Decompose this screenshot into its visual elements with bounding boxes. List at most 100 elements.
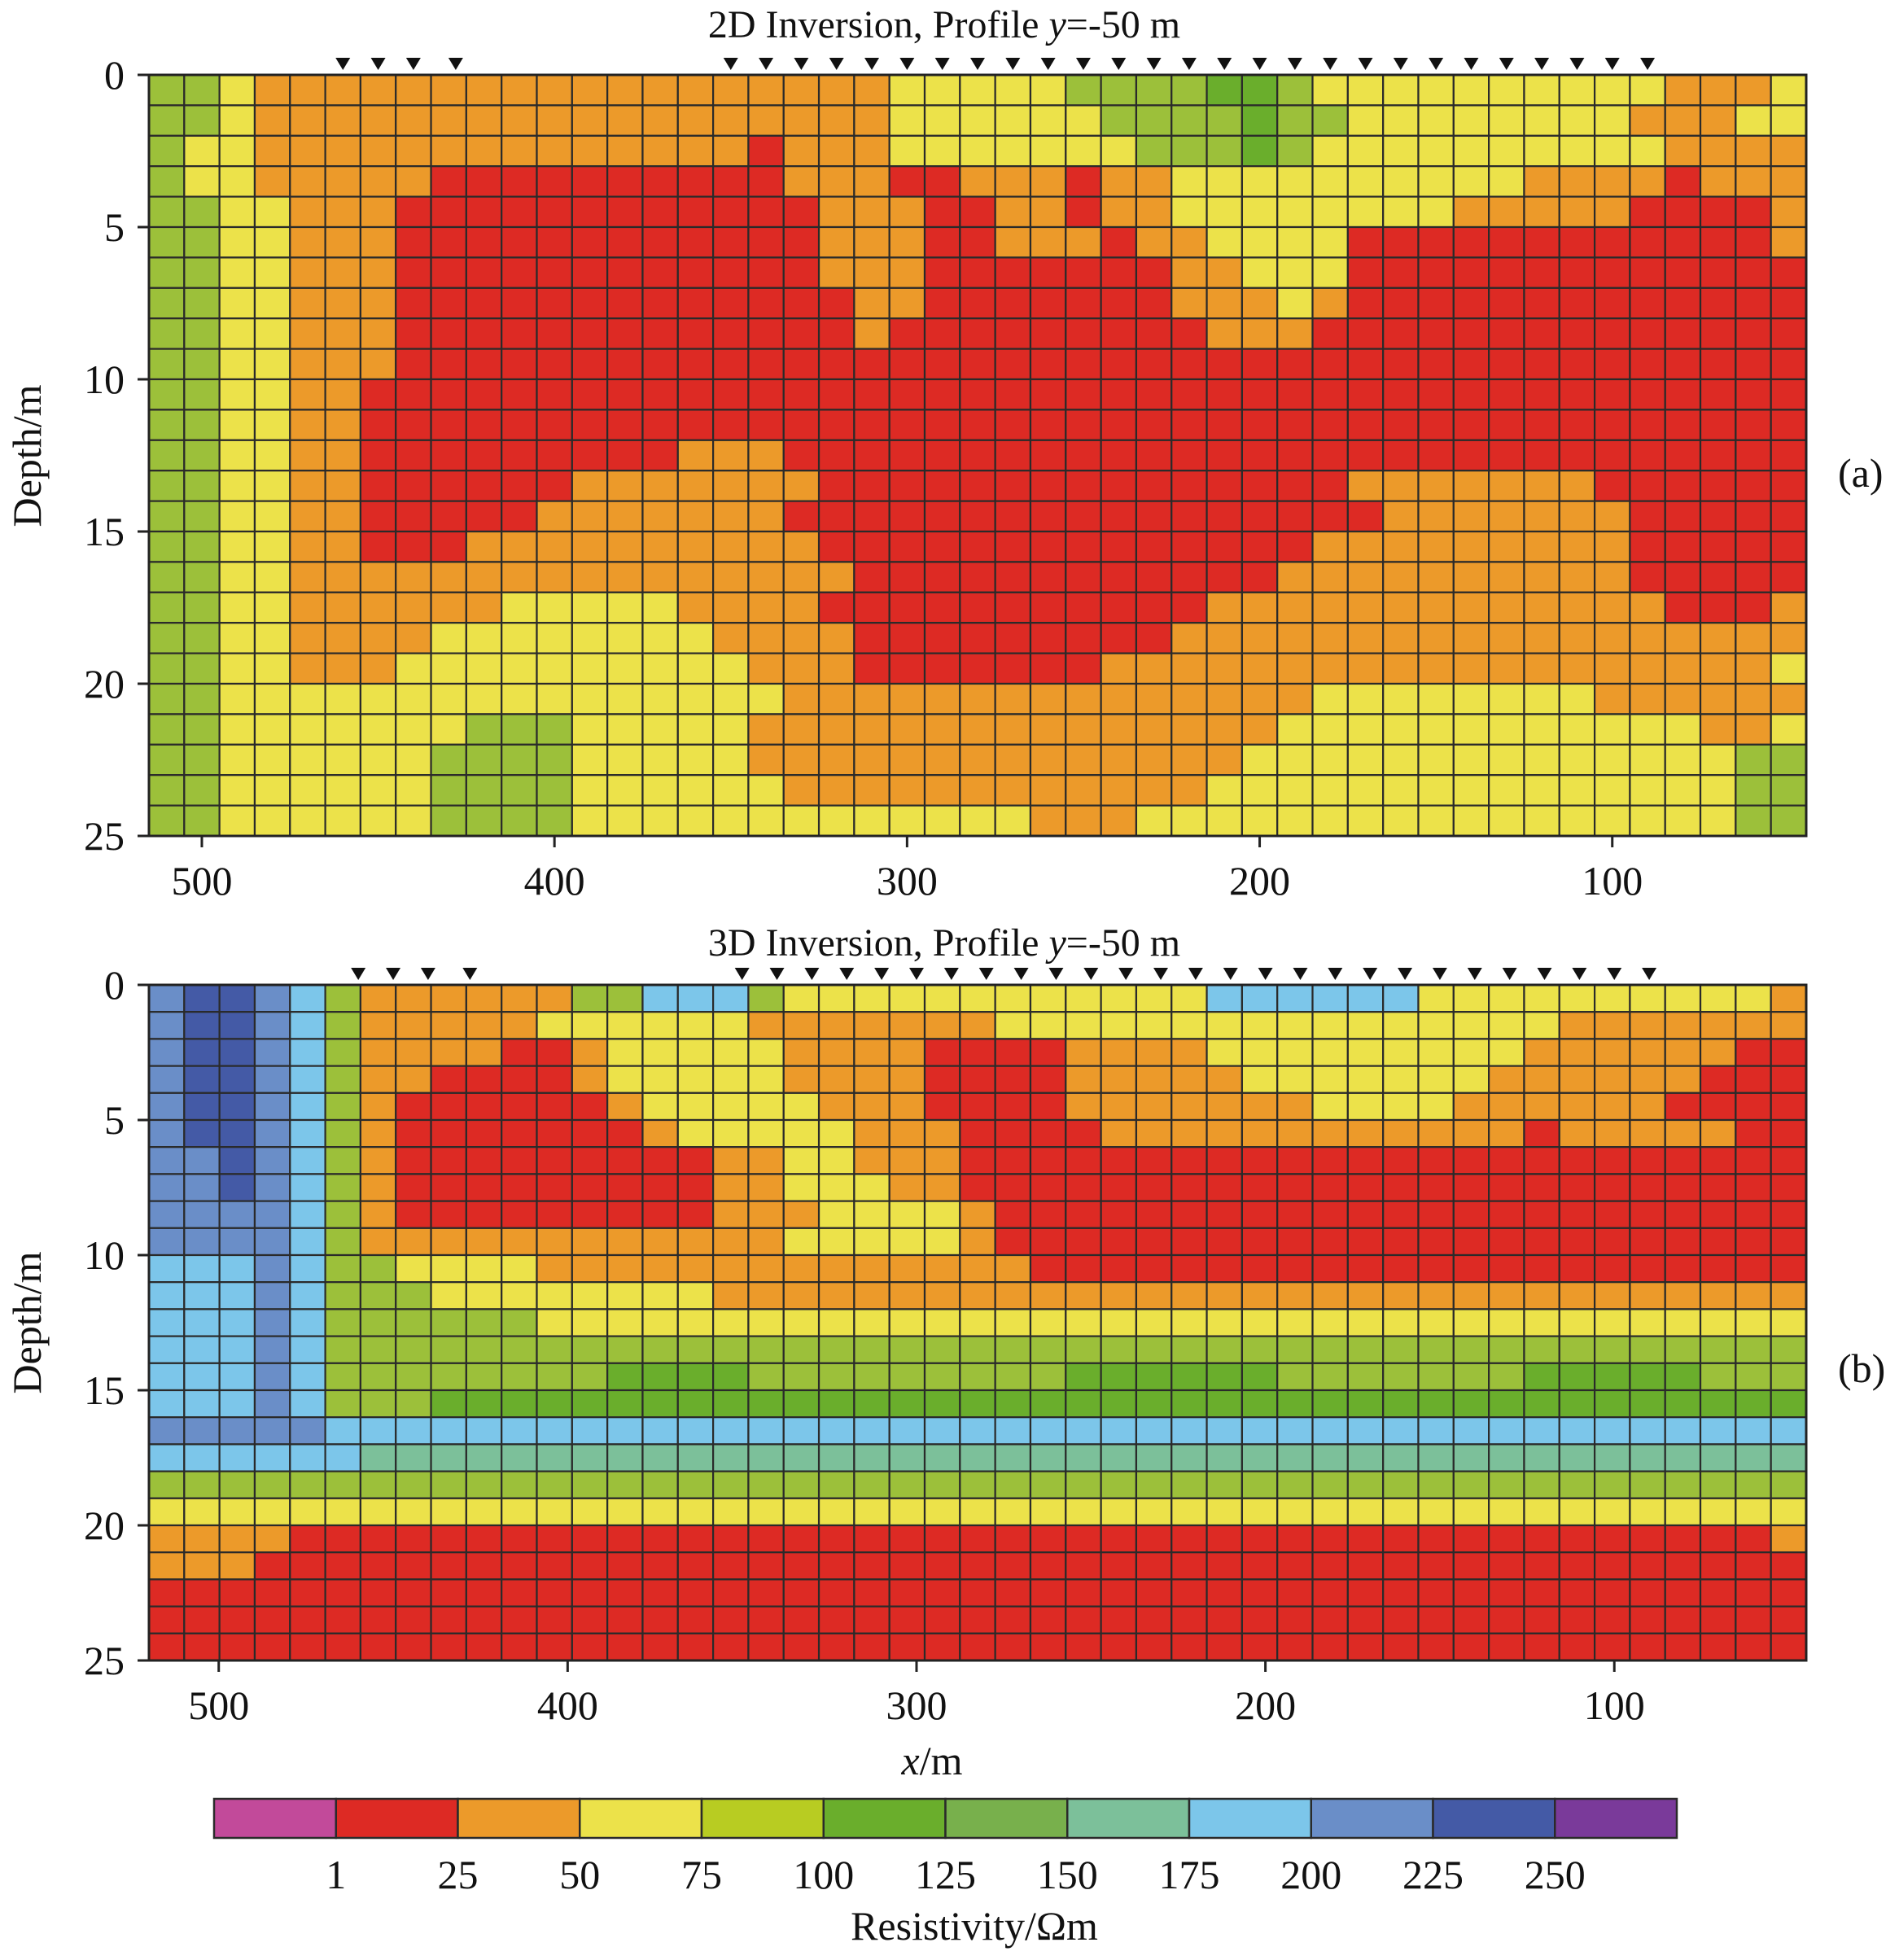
cell-a-24-17 <box>747 804 785 838</box>
cell-b-22-23 <box>959 1578 996 1608</box>
cell-a-0-21 <box>888 73 926 107</box>
cell-a-21-7 <box>395 713 432 746</box>
cell-b-0-22 <box>923 983 961 1013</box>
cell-b-11-5 <box>324 1281 362 1310</box>
cell-a-23-1 <box>183 774 221 807</box>
cell-a-0-9 <box>465 73 503 107</box>
cell-b-13-26 <box>1065 1335 1102 1364</box>
cell-a-13-35 <box>1382 470 1420 502</box>
cell-a-20-40 <box>1558 682 1596 715</box>
cell-a-21-37 <box>1452 713 1490 746</box>
cell-a-13-45 <box>1735 470 1772 502</box>
cell-b-10-41 <box>1593 1253 1631 1284</box>
cell-a-7-36 <box>1417 287 1455 320</box>
cell-a-21-15 <box>676 713 715 746</box>
cell-b-20-11 <box>536 1524 573 1554</box>
cell-a-7-8 <box>430 287 467 320</box>
cell-a-6-37 <box>1452 256 1490 289</box>
panel-a-ylabel: Depth/m <box>4 384 50 527</box>
cell-a-18-40 <box>1558 622 1596 654</box>
cell-b-19-6 <box>359 1497 397 1527</box>
cell-b-17-16 <box>712 1443 750 1472</box>
cell-b-14-24 <box>994 1362 1032 1392</box>
cell-a-15-34 <box>1346 530 1385 563</box>
cell-b-17-42 <box>1629 1443 1666 1472</box>
cell-b-12-10 <box>501 1308 538 1337</box>
cell-b-22-18 <box>782 1578 820 1608</box>
cell-a-5-7 <box>395 225 432 259</box>
cell-b-18-36 <box>1417 1470 1455 1499</box>
receiver-b-24 <box>1432 968 1447 980</box>
cell-a-3-1 <box>183 165 221 198</box>
cell-a-17-32 <box>1276 591 1314 624</box>
cell-b-14-12 <box>571 1362 609 1392</box>
cell-b-12-4 <box>289 1308 326 1337</box>
cell-b-13-35 <box>1382 1335 1420 1364</box>
cell-a-11-6 <box>359 409 397 441</box>
cell-a-13-5 <box>324 470 362 502</box>
cell-b-19-8 <box>430 1497 467 1527</box>
cell-a-14-24 <box>994 500 1032 533</box>
cell-b-23-7 <box>395 1605 432 1634</box>
cell-a-16-0 <box>147 561 186 593</box>
cell-b-8-0 <box>147 1200 186 1229</box>
cell-b-16-45 <box>1735 1416 1772 1446</box>
receiver-a-23 <box>1393 58 1408 70</box>
cell-b-8-42 <box>1629 1200 1666 1229</box>
cell-a-2-9 <box>465 134 503 168</box>
cell-b-3-25 <box>1029 1065 1067 1094</box>
cell-b-19-10 <box>501 1497 538 1527</box>
ytick-label-b-4: 20 <box>84 1503 125 1548</box>
receiver-b-10 <box>943 968 959 980</box>
cell-a-7-20 <box>853 287 890 320</box>
cell-a-16-9 <box>465 561 503 593</box>
cell-b-17-26 <box>1065 1443 1102 1472</box>
cell-a-22-38 <box>1488 743 1525 777</box>
cell-a-9-46 <box>1770 348 1808 381</box>
cell-a-16-4 <box>289 561 326 593</box>
cell-b-24-5 <box>324 1632 362 1662</box>
cell-b-0-16 <box>712 983 750 1013</box>
cell-a-12-3 <box>253 439 291 472</box>
cell-b-18-31 <box>1240 1470 1279 1499</box>
cell-b-5-0 <box>147 1118 186 1148</box>
cell-a-18-29 <box>1170 622 1208 654</box>
cell-b-4-4 <box>289 1092 326 1122</box>
cell-b-22-46 <box>1770 1578 1808 1608</box>
cell-b-6-9 <box>465 1146 503 1175</box>
cell-b-11-7 <box>395 1281 432 1310</box>
cell-a-3-42 <box>1629 165 1666 198</box>
cell-a-4-3 <box>253 195 291 229</box>
cell-b-13-14 <box>641 1335 679 1364</box>
cell-b-8-35 <box>1382 1200 1420 1229</box>
cell-b-22-31 <box>1240 1578 1279 1608</box>
cell-a-15-37 <box>1452 530 1490 563</box>
cell-b-9-6 <box>359 1227 397 1257</box>
cell-a-20-4 <box>289 682 326 715</box>
cell-b-7-21 <box>888 1173 926 1202</box>
panel-b: 3D Inversion, Profile y=-50 m 0510152025… <box>4 921 1885 1783</box>
cell-a-3-2 <box>218 165 256 198</box>
cell-b-19-44 <box>1699 1497 1737 1527</box>
cell-b-3-32 <box>1276 1065 1314 1094</box>
cell-b-23-4 <box>289 1605 326 1634</box>
cell-a-9-38 <box>1488 348 1525 381</box>
cell-b-5-22 <box>923 1118 961 1148</box>
cell-b-3-29 <box>1170 1065 1208 1094</box>
colorbar-ticks: 1 25 50 75 100 125 150 175 200 225 250 <box>326 1852 1586 1897</box>
cell-a-15-39 <box>1523 530 1560 563</box>
cell-b-0-31 <box>1240 983 1279 1013</box>
cell-b-10-17 <box>747 1253 785 1284</box>
cell-a-19-3 <box>253 652 291 685</box>
cell-a-6-14 <box>641 256 679 289</box>
cell-b-9-24 <box>994 1227 1032 1257</box>
cell-a-1-36 <box>1417 104 1455 137</box>
cell-a-19-45 <box>1735 652 1772 685</box>
cell-a-5-30 <box>1205 225 1243 259</box>
cell-b-21-45 <box>1735 1551 1772 1581</box>
cell-b-8-15 <box>676 1200 715 1229</box>
colorbar-tick-7: 175 <box>1159 1852 1220 1897</box>
cell-b-9-45 <box>1735 1227 1772 1257</box>
cell-a-2-38 <box>1488 134 1525 168</box>
colorbar-tick-4: 100 <box>793 1852 854 1897</box>
